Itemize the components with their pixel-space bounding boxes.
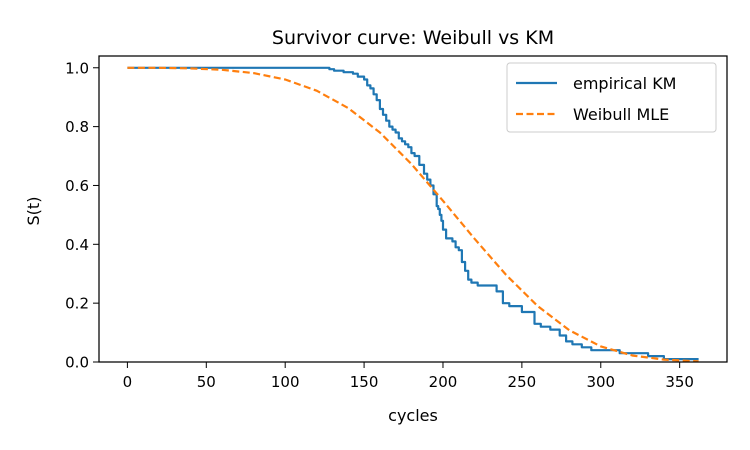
- x-tick-label: 350: [665, 373, 694, 391]
- x-tick-label: 200: [429, 373, 458, 391]
- series-layer: [127, 66, 699, 363]
- plot-area: 0 50 100 150 200 250 300 350 0.0 0.2 0.4 0.6 0.8 1.0: [65, 55, 728, 391]
- x-axis-title: cycles: [388, 406, 438, 425]
- x-tick-label: 150: [350, 373, 379, 391]
- chart-title: Survivor curve: Weibull vs KM: [272, 27, 554, 49]
- x-axis-ticks: 0 50 100 150 200 250 300 350: [123, 362, 694, 391]
- axes-frame: [98, 55, 728, 363]
- legend-label-weibull: Weibull MLE: [573, 105, 669, 124]
- legend-label-km: empirical KM: [573, 74, 676, 93]
- y-axis-ticks: 0.0 0.2 0.4 0.6 0.8 1.0: [65, 59, 99, 372]
- legend-box: [506, 62, 717, 133]
- x-tick-label: 250: [508, 373, 537, 391]
- y-tick-label: 0.4: [65, 236, 89, 254]
- y-tick-label: 0.0: [65, 354, 89, 372]
- x-tick-label: 50: [197, 373, 216, 391]
- y-tick-label: 0.2: [65, 295, 89, 313]
- series-line-empirical-km: [127, 66, 699, 361]
- x-tick-label: 0: [123, 373, 133, 391]
- legend: empirical KM Weibull MLE: [506, 62, 717, 133]
- y-tick-label: 0.8: [65, 118, 89, 136]
- x-tick-label: 300: [586, 373, 615, 391]
- y-axis-title: S(t): [24, 197, 43, 226]
- y-tick-label: 1.0: [65, 59, 89, 77]
- series-line-weibull-mle: [127, 66, 699, 363]
- x-tick-label: 100: [271, 373, 300, 391]
- y-tick-label: 0.6: [65, 177, 89, 195]
